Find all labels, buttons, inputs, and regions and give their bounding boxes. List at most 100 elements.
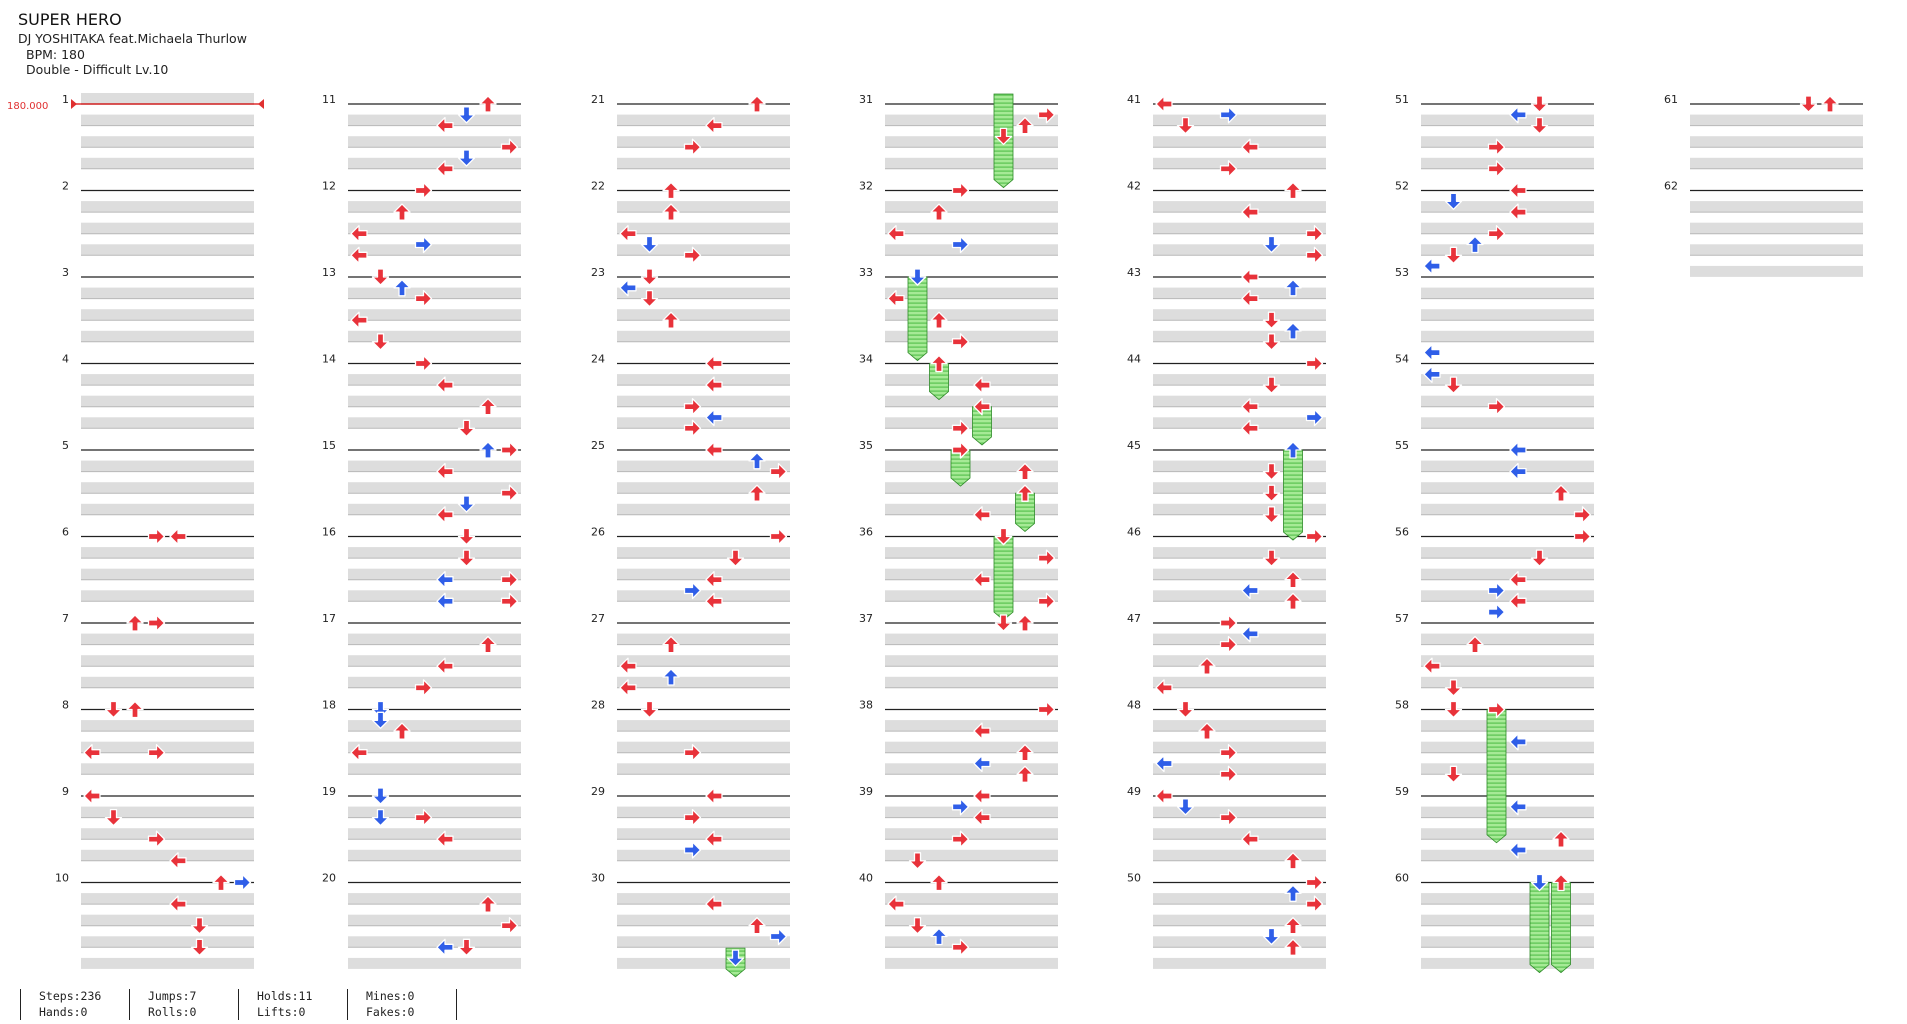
left-arrow-icon xyxy=(1509,203,1527,221)
down-arrow-icon xyxy=(1176,798,1195,816)
measure-band xyxy=(617,741,790,753)
measure-band xyxy=(1421,244,1594,256)
measure-number: 19 xyxy=(322,785,336,798)
right-arrow-icon xyxy=(500,917,519,935)
up-arrow-icon xyxy=(479,441,497,459)
down-arrow-icon xyxy=(190,938,209,956)
measure-band xyxy=(348,914,521,926)
measure-band xyxy=(81,503,254,515)
up-arrow-icon xyxy=(1284,441,1302,459)
measure-band xyxy=(1153,741,1326,753)
measure-band xyxy=(81,136,254,148)
measure-band xyxy=(1421,633,1594,645)
measure-band xyxy=(1421,157,1594,169)
measure-40 xyxy=(885,893,1058,948)
measure-band xyxy=(885,828,1058,840)
right-arrow-icon xyxy=(414,235,433,254)
measure-band xyxy=(885,374,1058,386)
left-arrow-icon xyxy=(1155,679,1173,697)
measure-number: 54 xyxy=(1395,353,1409,366)
measure-band xyxy=(617,590,790,602)
right-arrow-icon xyxy=(414,289,433,308)
left-arrow-icon xyxy=(1509,841,1527,859)
hold-body xyxy=(993,536,1014,621)
measure-number: 28 xyxy=(591,699,605,712)
left-arrow-icon xyxy=(619,225,637,243)
measure-band xyxy=(1421,828,1594,840)
left-arrow-icon xyxy=(887,225,905,243)
measure-band xyxy=(1421,720,1594,732)
left-arrow-icon xyxy=(973,808,991,827)
measure-band xyxy=(81,222,254,234)
measure-band xyxy=(885,763,1058,775)
measure-band xyxy=(1153,330,1326,342)
measure-band xyxy=(1690,157,1863,169)
down-arrow-icon xyxy=(1262,376,1281,394)
right-arrow-icon xyxy=(1573,527,1592,546)
measure-number: 36 xyxy=(859,526,873,539)
down-arrow-icon xyxy=(457,527,476,546)
stat-lifts: Lifts:0 xyxy=(257,1004,306,1019)
left-arrow-icon xyxy=(1509,441,1527,459)
down-arrow-icon xyxy=(1262,311,1281,329)
measure-8 xyxy=(81,720,254,775)
left-arrow-icon xyxy=(83,787,101,805)
measure-1 xyxy=(81,93,254,169)
measure-57 xyxy=(1421,633,1594,688)
measure-number: 56 xyxy=(1395,526,1409,539)
up-arrow-icon xyxy=(1016,765,1034,783)
hold-body xyxy=(1529,882,1550,974)
measure-number: 61 xyxy=(1664,93,1678,106)
stats-panel: Steps:236 Hands:0 Jumps:7 Rolls:0 Holds:… xyxy=(20,989,457,1021)
measure-number: 3 xyxy=(62,266,69,279)
measure-number: 32 xyxy=(859,180,873,193)
stat-hands: Hands:0 xyxy=(39,1004,88,1019)
up-arrow-icon xyxy=(393,279,411,297)
measure-band xyxy=(1153,482,1326,494)
stats-col-jumps: Jumps:7 Rolls:0 xyxy=(129,989,238,1021)
measure-34 xyxy=(885,374,1058,429)
measure-number: 41 xyxy=(1127,93,1141,106)
measure-band xyxy=(1690,136,1863,148)
measure-band xyxy=(885,222,1058,234)
right-arrow-icon xyxy=(769,927,788,946)
right-arrow-icon xyxy=(951,419,970,437)
measure-50 xyxy=(1153,893,1326,948)
measure-band xyxy=(81,157,254,169)
right-arrow-icon xyxy=(1219,614,1238,632)
up-arrow-icon xyxy=(930,927,948,946)
measure-51 xyxy=(1421,114,1594,169)
left-arrow-icon xyxy=(1241,203,1259,221)
measure-band xyxy=(617,330,790,342)
down-arrow-icon xyxy=(1262,506,1281,524)
measure-band xyxy=(885,136,1058,148)
measure-number: 47 xyxy=(1127,612,1141,625)
measure-band xyxy=(1153,244,1326,256)
hold-body xyxy=(907,276,928,362)
down-arrow-icon xyxy=(457,549,476,567)
measure-number: 29 xyxy=(591,785,605,798)
measure-number: 33 xyxy=(859,266,873,279)
measure-band xyxy=(1153,114,1326,126)
measure-band xyxy=(1421,503,1594,515)
measure-band xyxy=(1153,547,1326,559)
measure-band xyxy=(81,395,254,407)
measure-band xyxy=(348,503,521,515)
right-arrow-icon xyxy=(1487,160,1506,178)
left-arrow-icon xyxy=(1155,787,1173,805)
measure-number: 44 xyxy=(1127,353,1141,366)
measure-47 xyxy=(1153,633,1326,688)
measure-number: 14 xyxy=(322,353,336,366)
measure-number: 16 xyxy=(322,526,336,539)
left-arrow-icon xyxy=(436,506,454,524)
measure-5 xyxy=(81,460,254,515)
left-arrow-icon xyxy=(973,787,991,805)
measure-band xyxy=(81,741,254,753)
measure-band xyxy=(885,395,1058,407)
measure-7 xyxy=(81,633,254,688)
measure-band xyxy=(348,460,521,472)
measure-band xyxy=(617,763,790,775)
measure-number: 38 xyxy=(859,699,873,712)
right-arrow-icon xyxy=(951,235,970,254)
up-arrow-icon xyxy=(1284,279,1302,297)
